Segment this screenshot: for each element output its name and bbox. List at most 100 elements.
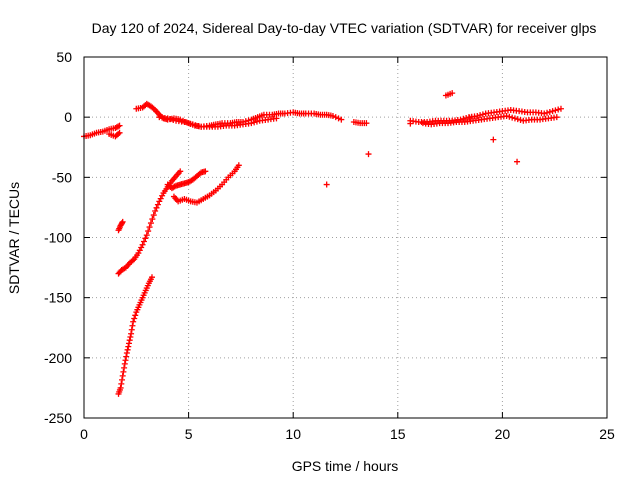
y-tick-label: 50 xyxy=(56,49,72,65)
series-short-arc xyxy=(115,218,126,234)
data-point xyxy=(514,158,521,165)
series-baseline-early-low xyxy=(106,129,123,140)
data-point xyxy=(116,129,123,136)
data-point xyxy=(118,380,125,387)
y-tick-label: 0 xyxy=(64,109,72,125)
data-point xyxy=(131,315,138,322)
data-point xyxy=(122,357,129,364)
data-point xyxy=(123,350,130,357)
data-point xyxy=(503,112,510,119)
x-tick-label: 0 xyxy=(80,426,88,442)
data-point xyxy=(189,121,196,128)
data-point xyxy=(136,247,143,254)
data-point xyxy=(116,122,123,129)
y-tick-label: -100 xyxy=(44,230,72,246)
data-point xyxy=(120,368,127,375)
data-point xyxy=(159,192,166,199)
data-point xyxy=(555,106,562,113)
axis-ticks: 0 5 10 15 20 25 -250 -200 -150 -100 -50 0 50 xyxy=(44,49,615,442)
data-point xyxy=(253,118,260,125)
data-point xyxy=(181,118,188,125)
data-point xyxy=(152,208,159,215)
data-point xyxy=(125,340,132,347)
y-tick-label: -250 xyxy=(44,410,72,426)
data-point xyxy=(553,114,560,121)
data-point xyxy=(557,105,564,112)
data-point xyxy=(117,384,124,391)
data-point xyxy=(140,238,147,245)
data-point xyxy=(123,353,130,360)
data-point xyxy=(184,119,191,126)
series-baseline-late-low xyxy=(419,112,560,128)
data-point xyxy=(248,120,255,127)
x-tick-label: 25 xyxy=(599,426,615,442)
data-point xyxy=(477,112,484,119)
y-tick-label: -50 xyxy=(52,169,72,185)
data-point xyxy=(129,322,136,329)
data-point xyxy=(119,376,126,383)
data-point xyxy=(474,112,481,119)
x-tick-label: 20 xyxy=(495,426,511,442)
data-point xyxy=(202,168,209,175)
data-point xyxy=(490,136,497,143)
data-point xyxy=(139,241,146,248)
data-point xyxy=(149,216,156,223)
data-point xyxy=(130,318,137,325)
data-point xyxy=(273,115,280,122)
data-point xyxy=(127,333,134,340)
data-point xyxy=(167,116,174,123)
data-point xyxy=(124,346,131,353)
data-point xyxy=(460,115,467,122)
data-point xyxy=(363,120,370,127)
y-tick-label: -150 xyxy=(44,290,72,306)
data-point xyxy=(132,312,139,319)
data-point xyxy=(192,122,199,129)
data-point xyxy=(143,232,150,239)
grid-lines xyxy=(84,57,607,418)
series-baseline-main-low xyxy=(156,114,280,130)
data-points xyxy=(81,90,564,397)
data-point xyxy=(541,110,548,117)
data-point xyxy=(148,274,155,281)
x-axis-label: GPS time / hours xyxy=(292,458,399,474)
data-point xyxy=(335,115,342,122)
data-point xyxy=(514,116,521,123)
data-point xyxy=(154,201,161,208)
series-arc-b xyxy=(164,168,209,192)
data-point xyxy=(549,108,556,115)
data-point xyxy=(251,119,258,126)
data-point xyxy=(338,116,345,123)
series-arc-c xyxy=(170,162,242,206)
data-point xyxy=(147,220,154,227)
data-point xyxy=(323,181,330,188)
data-point xyxy=(177,168,184,175)
data-point xyxy=(138,244,145,251)
data-point xyxy=(145,228,152,235)
data-point xyxy=(121,364,128,371)
series-baseline-mid xyxy=(350,118,370,127)
data-point xyxy=(128,326,135,333)
data-point xyxy=(479,111,486,118)
data-point xyxy=(150,212,157,219)
data-point xyxy=(119,220,126,227)
data-point xyxy=(552,107,559,114)
data-point xyxy=(407,120,414,127)
data-point xyxy=(506,113,513,120)
data-point xyxy=(365,151,372,158)
data-point xyxy=(509,114,516,121)
data-point xyxy=(170,116,177,123)
data-point xyxy=(121,360,128,367)
data-point xyxy=(466,114,473,121)
data-point xyxy=(142,235,149,242)
data-point xyxy=(195,122,202,129)
data-point xyxy=(235,162,242,169)
x-tick-label: 15 xyxy=(390,426,406,442)
data-point xyxy=(546,108,553,115)
y-tick-label: -200 xyxy=(44,350,72,366)
data-point xyxy=(329,112,336,119)
y-axis-label: SDTVAR / TECUs xyxy=(6,182,22,294)
data-point xyxy=(544,109,551,116)
data-point xyxy=(157,195,164,202)
x-tick-label: 5 xyxy=(185,426,193,442)
